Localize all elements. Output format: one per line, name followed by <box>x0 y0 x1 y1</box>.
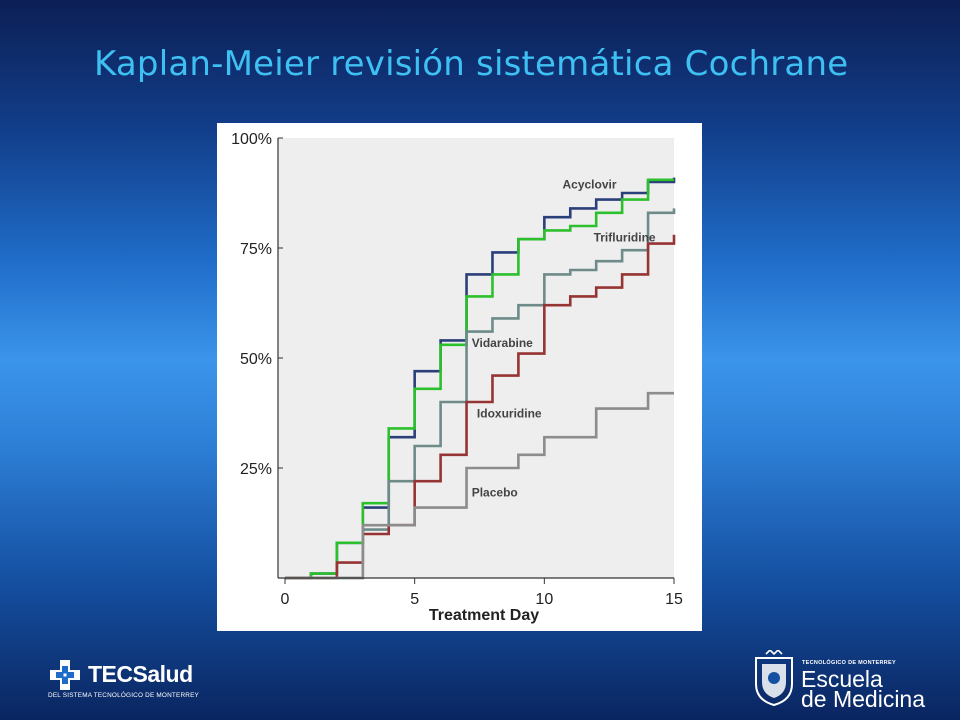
tecsalud-wordmark: TECSalud <box>88 661 193 688</box>
x-tick-label: 5 <box>410 591 419 608</box>
escuela-name-line2: de Medicina <box>801 686 926 712</box>
slide-title: Kaplan-Meier revisión sistemática Cochra… <box>94 44 849 84</box>
y-tick-label: 50% <box>240 351 272 368</box>
tecsalud-logo: TECSalud DEL SISTEMA TECNOLÓGICO DE MONT… <box>48 654 208 702</box>
y-tick-label: 100% <box>231 131 272 148</box>
series-layer <box>285 177 676 580</box>
x-tick-label: 10 <box>535 591 553 608</box>
escuela-name-line1: Escuela <box>801 666 883 692</box>
tecsalud-wordmark-bold: TEC <box>88 661 133 687</box>
series-line-idoxuridine <box>285 234 676 580</box>
tecsalud-wordmark-rest: Salud <box>132 661 194 687</box>
y-tick-label: 25% <box>240 461 272 478</box>
series-label-trifluridine: Trifluridine <box>594 230 656 244</box>
series-line-placebo <box>285 391 674 580</box>
series-line-trifluridine <box>285 178 674 580</box>
series-label-vidarabine: Vidarabine <box>472 336 533 350</box>
escuela-medicina-logo: TECNOLÓGICO DE MONTERREY Escuela de Medi… <box>752 648 942 712</box>
tecsalud-subline: DEL SISTEMA TECNOLÓGICO DE MONTERREY <box>48 692 200 699</box>
series-line-vidarabine <box>285 208 676 580</box>
series-label-idoxuridine: Idoxuridine <box>477 406 542 420</box>
x-axis-title: Treatment Day <box>429 607 539 624</box>
series-label-acyclovir: Acyclovir <box>562 178 616 192</box>
kaplan-meier-chart: 25% 50% 75% 100% 0 5 10 15 Treatment Day Acyclov… <box>231 131 683 624</box>
y-tick-label: 75% <box>240 241 272 258</box>
x-tick-label: 15 <box>665 591 683 608</box>
escuela-tagline: TECNOLÓGICO DE MONTERREY <box>802 660 896 666</box>
tecsalud-cross-icon <box>50 660 80 690</box>
chart-panel: 25% 50% 75% 100% 0 5 10 15 Treatment Day Acyclov… <box>217 123 702 631</box>
plot-area <box>278 138 674 578</box>
x-tick-label: 0 <box>281 591 290 608</box>
axis-layer: 25% 50% 75% 100% 0 5 10 15 Treatment Day <box>231 131 683 624</box>
label-layer: Acyclovir Trifluridine Vidarabine Idoxuridi… <box>472 178 656 500</box>
university-seal-icon <box>755 650 793 706</box>
series-label-placebo: Placebo <box>472 486 518 500</box>
